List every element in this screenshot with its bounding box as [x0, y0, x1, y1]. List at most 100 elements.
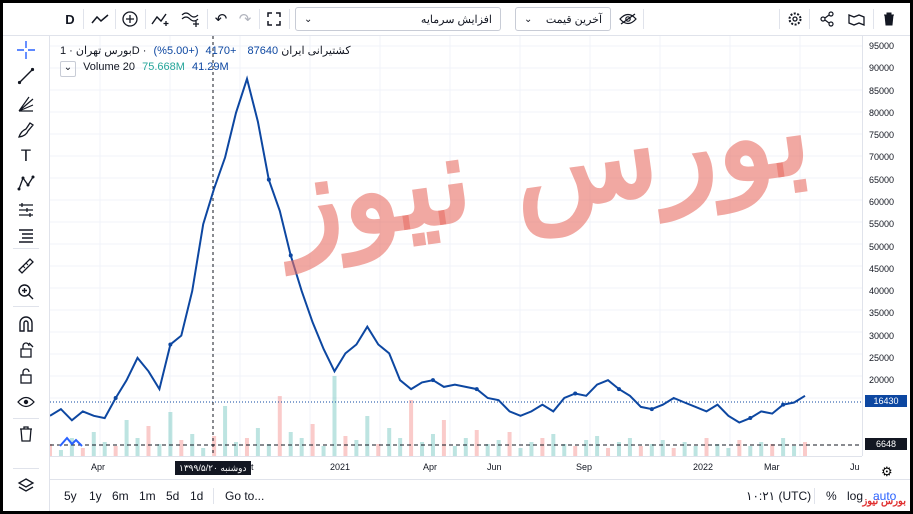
volume-bar [671, 448, 676, 456]
price-axis[interactable]: 95000 90000 85000 80000 75000 70000 65000 60000… [862, 36, 910, 479]
volume-bar [562, 444, 567, 456]
chevron-down-icon: ⌄ [524, 13, 533, 25]
ruler-icon[interactable] [11, 254, 41, 278]
chart-pane[interactable]: بورس نیوز بورس تهران · 1D · کشتیرانی ایر… [48, 36, 871, 456]
volume-bar [529, 442, 534, 456]
crosshair-icon[interactable] [11, 38, 41, 62]
price-axis-label: 95000 [869, 41, 895, 51]
volume-bar [540, 438, 545, 456]
volume-bar [485, 444, 490, 456]
volume-bar [179, 440, 184, 456]
text-tool-icon[interactable]: T [20, 146, 32, 165]
volume-bar [660, 440, 665, 456]
chevron-down-icon: ⌄ [304, 13, 313, 25]
settings-gear-icon[interactable] [783, 7, 807, 31]
range-5d-button[interactable]: 5d [166, 489, 180, 503]
auto-scale-button[interactable]: auto [873, 489, 897, 503]
price-type-select-value: آخرین قیمت [545, 13, 602, 26]
volume-bar [759, 442, 764, 456]
pattern-icon[interactable] [11, 171, 41, 195]
redo-icon[interactable]: ↷ [238, 11, 252, 28]
volume-bar [463, 438, 468, 456]
volume-bar [234, 442, 239, 456]
event-marker [573, 391, 578, 396]
remove-drawings-icon[interactable] [11, 422, 41, 446]
chart-style-icon[interactable] [87, 7, 113, 31]
indicators-icon[interactable] [147, 7, 175, 31]
volume-bar [430, 434, 435, 456]
event-marker [168, 342, 173, 347]
range-1y-button[interactable]: 1y [89, 489, 102, 503]
hide-icon[interactable] [615, 7, 641, 31]
eye-icon[interactable] [11, 390, 41, 414]
volume-bar [627, 438, 632, 456]
axis-settings-gear-icon[interactable]: ⚙ [881, 464, 893, 479]
volume-bar [113, 446, 118, 456]
price-type-select[interactable]: آخرین قیمت ⌄ [515, 7, 611, 31]
volume-bar [584, 440, 589, 456]
price-axis-label: 20000 [869, 375, 895, 386]
volume-bar [102, 442, 107, 456]
volume-bar [803, 442, 807, 456]
templates-icon[interactable] [177, 7, 205, 31]
volume-bar [518, 448, 523, 456]
snapshot-icon[interactable] [845, 7, 869, 31]
range-5y-button[interactable]: 5y [64, 489, 77, 503]
interval-button[interactable]: D [65, 11, 75, 27]
collapse-chevron-icon[interactable]: ⌄ [60, 61, 76, 77]
volume-logo-icon [58, 434, 84, 448]
volume-bar [288, 432, 293, 456]
volume-bar [168, 412, 173, 456]
volume-bar [365, 416, 370, 456]
magnet-icon[interactable] [11, 312, 41, 336]
long-position-icon[interactable] [11, 224, 41, 248]
capital-increase-select-value: افزایش سرمایه [420, 13, 492, 26]
time-label: Jun [487, 462, 502, 472]
gann-fib-icon[interactable] [11, 92, 41, 116]
object-tree-icon[interactable] [11, 474, 41, 498]
volume-bar [321, 446, 326, 456]
price-axis-label: 75000 [869, 130, 895, 141]
volume-bar [638, 446, 643, 456]
percent-scale-button[interactable]: % [826, 489, 837, 503]
share-icon[interactable] [815, 7, 839, 31]
volume-bar [135, 438, 140, 456]
time-label: 2022 [693, 462, 714, 472]
volume-bar [573, 446, 578, 456]
capital-increase-select[interactable]: افزایش سرمایه ⌄ [295, 7, 501, 31]
volume-bar [48, 444, 52, 456]
range-6m-button[interactable]: 6m [112, 489, 129, 503]
unlock-icon[interactable] [11, 364, 41, 388]
time-label: t [251, 462, 254, 472]
volume-bar [212, 436, 217, 456]
event-marker [748, 416, 753, 421]
trash-icon[interactable] [877, 7, 901, 31]
price-axis-label: 60000 [869, 196, 895, 207]
log-scale-button[interactable]: log [847, 489, 864, 503]
fullscreen-icon[interactable] [261, 7, 287, 31]
volume-bar [58, 450, 63, 456]
price-line [49, 75, 806, 424]
trend-line-icon[interactable] [11, 64, 41, 88]
lock-drawing-icon[interactable] [11, 338, 41, 362]
time-axis[interactable]: Apr دوشنبه ۱۳۹۹/۵/۲۰ t 2021 Apr Jun Sep … [50, 456, 862, 479]
volume-bar [726, 448, 731, 456]
range-1m-button[interactable]: 1m [139, 489, 156, 503]
volume-ma-value: 41.29M [191, 61, 229, 73]
volume-bar [693, 446, 698, 456]
volume-bar [354, 440, 359, 456]
utc-clock[interactable]: ۱۰:۲۱ (UTC) [746, 489, 812, 503]
volume-bar [157, 444, 162, 456]
volume-bar [223, 406, 228, 456]
compare-add-icon[interactable] [117, 7, 143, 31]
goto-date-button[interactable]: Go to... [225, 489, 265, 503]
undo-icon[interactable]: ↶ [214, 11, 228, 28]
range-1d-button[interactable]: 1d [190, 489, 204, 503]
forecast-icon[interactable] [11, 198, 41, 222]
zoom-in-icon[interactable] [11, 280, 41, 304]
brush-icon[interactable] [11, 118, 41, 142]
event-marker [288, 253, 293, 258]
volume-bar [124, 420, 129, 456]
event-marker [113, 396, 118, 400]
volume-bar [595, 436, 600, 456]
